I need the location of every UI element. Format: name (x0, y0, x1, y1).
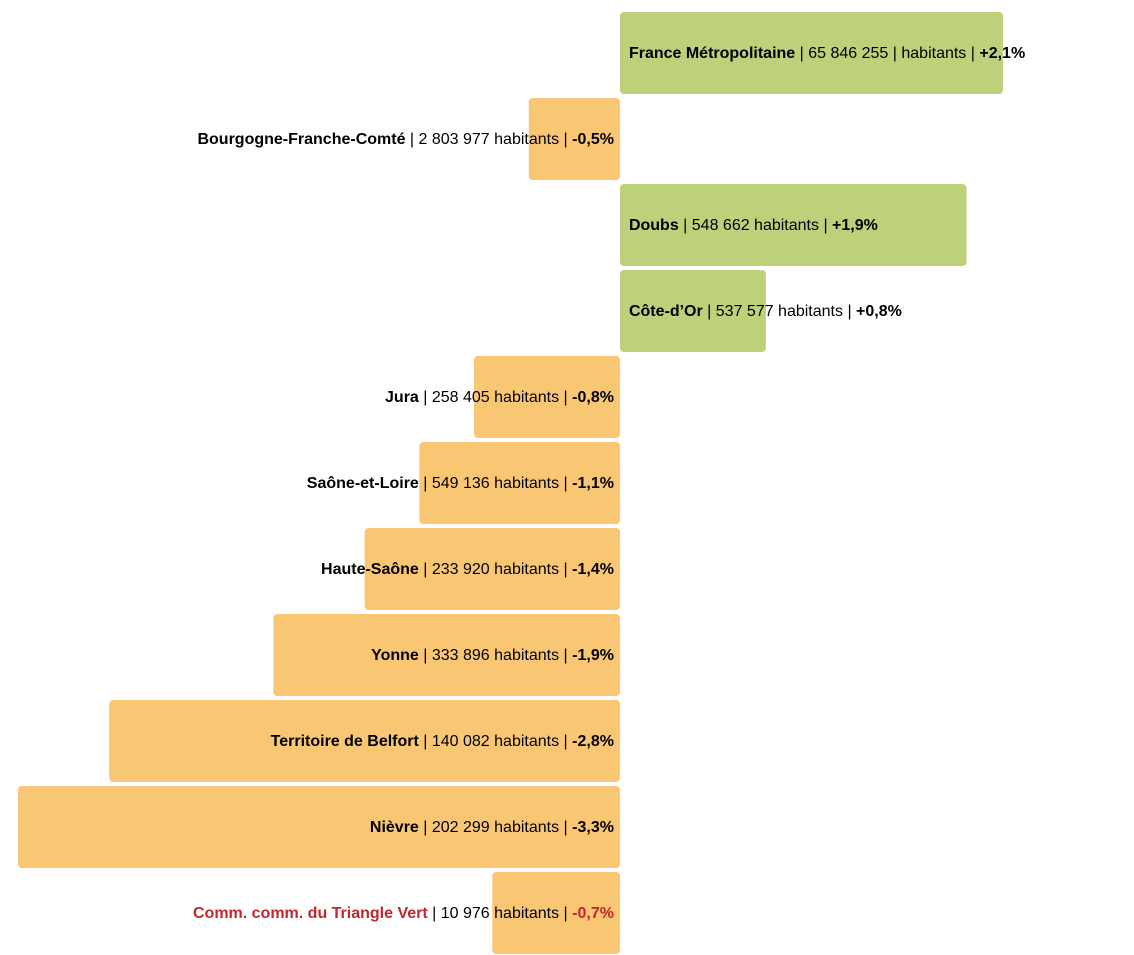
category-name: Doubs (629, 217, 679, 234)
category-name: France Métropolitaine (629, 45, 795, 62)
value-label: +2,1% (979, 45, 1025, 62)
detail: | 140 082 habitants | (423, 733, 567, 750)
value-label: -1,9% (572, 647, 614, 664)
detail: | 549 136 habitants | (423, 475, 567, 492)
value-label: -2,8% (572, 733, 614, 750)
bar-label: Doubs | 548 662 habitants | +1,9% (629, 217, 878, 234)
bar-label: Comm. comm. du Triangle Vert | 10 976 ha… (193, 905, 614, 922)
category-name: Nièvre (370, 819, 419, 836)
value-label: -0,8% (572, 389, 614, 406)
bar-label: France Métropolitaine | 65 846 255 | hab… (629, 45, 1025, 62)
detail: | 65 846 255 | habitants | (800, 45, 975, 62)
bar (492, 872, 620, 954)
value-label: -1,4% (572, 561, 614, 578)
bar-label: Bourgogne-Franche-Comté | 2 803 977 habi… (197, 131, 613, 148)
value-label: -0,5% (572, 131, 614, 148)
bar-label: Jura | 258 405 habitants | -0,8% (385, 389, 614, 406)
value-label: -0,7% (572, 905, 614, 922)
bar (419, 442, 620, 524)
bar (474, 356, 620, 438)
detail: | 333 896 habitants | (423, 647, 567, 664)
bar-label: Côte-d’Or | 537 577 habitants | +0,8% (629, 303, 902, 320)
value-label: +0,8% (856, 303, 902, 320)
category-name: Territoire de Belfort (271, 733, 420, 750)
detail: | 233 920 habitants | (423, 561, 567, 578)
bar (528, 98, 620, 180)
category-name: Saône-et-Loire (307, 475, 419, 492)
bar (619, 270, 766, 352)
category-name: Jura (385, 389, 419, 406)
category-name: Haute-Saône (321, 561, 419, 578)
bar-label: Territoire de Belfort | 140 082 habitant… (271, 733, 614, 750)
bar (619, 12, 1003, 94)
bar-label: Saône-et-Loire | 549 136 habitants | -1,… (307, 475, 614, 492)
value-label: +1,9% (832, 217, 878, 234)
value-label: -3,3% (572, 819, 614, 836)
detail: | 202 299 habitants | (423, 819, 567, 836)
category-name: Yonne (371, 647, 419, 664)
bar-label: Haute-Saône | 233 920 habitants | -1,4% (321, 561, 614, 578)
bar-label: Nièvre | 202 299 habitants | -3,3% (370, 819, 614, 836)
bar (619, 184, 967, 266)
bar (364, 528, 620, 610)
bar (18, 786, 620, 868)
detail: | 2 803 977 habitants | (410, 131, 568, 148)
category-name: Côte-d’Or (629, 303, 703, 320)
category-name: Comm. comm. du Triangle Vert (193, 905, 428, 922)
detail: | 537 577 habitants | (707, 303, 851, 320)
bar (273, 614, 620, 696)
bar-label: Yonne | 333 896 habitants | -1,9% (371, 647, 614, 664)
bar (109, 700, 620, 782)
detail: | 10 976 habitants | (432, 905, 568, 922)
value-label: -1,1% (572, 475, 614, 492)
detail: | 258 405 habitants | (423, 389, 567, 406)
detail: | 548 662 habitants | (683, 217, 827, 234)
category-name: Bourgogne-Franche-Comté (197, 131, 405, 148)
